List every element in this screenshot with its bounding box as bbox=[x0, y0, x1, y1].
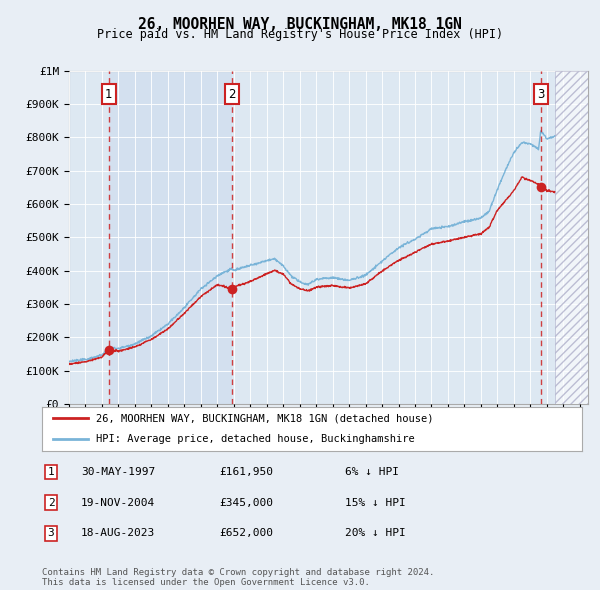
Bar bbox=[109, 71, 232, 404]
Text: £345,000: £345,000 bbox=[219, 498, 273, 507]
Text: 30-MAY-1997: 30-MAY-1997 bbox=[81, 467, 155, 477]
Text: Price paid vs. HM Land Registry's House Price Index (HPI): Price paid vs. HM Land Registry's House … bbox=[97, 28, 503, 41]
Text: 20% ↓ HPI: 20% ↓ HPI bbox=[345, 529, 406, 538]
Text: 6% ↓ HPI: 6% ↓ HPI bbox=[345, 467, 399, 477]
Bar bbox=[555, 71, 588, 404]
Text: 18-AUG-2023: 18-AUG-2023 bbox=[81, 529, 155, 538]
Text: 2: 2 bbox=[47, 498, 55, 507]
Text: 3: 3 bbox=[537, 88, 544, 101]
Text: 15% ↓ HPI: 15% ↓ HPI bbox=[345, 498, 406, 507]
Text: HPI: Average price, detached house, Buckinghamshire: HPI: Average price, detached house, Buck… bbox=[96, 434, 415, 444]
Text: 26, MOORHEN WAY, BUCKINGHAM, MK18 1GN (detached house): 26, MOORHEN WAY, BUCKINGHAM, MK18 1GN (d… bbox=[96, 413, 433, 423]
Text: 1: 1 bbox=[105, 88, 112, 101]
Text: Contains HM Land Registry data © Crown copyright and database right 2024.
This d: Contains HM Land Registry data © Crown c… bbox=[42, 568, 434, 587]
Text: 19-NOV-2004: 19-NOV-2004 bbox=[81, 498, 155, 507]
Text: £652,000: £652,000 bbox=[219, 529, 273, 538]
Text: 26, MOORHEN WAY, BUCKINGHAM, MK18 1GN: 26, MOORHEN WAY, BUCKINGHAM, MK18 1GN bbox=[138, 17, 462, 31]
Text: 2: 2 bbox=[228, 88, 236, 101]
Text: £161,950: £161,950 bbox=[219, 467, 273, 477]
Text: 1: 1 bbox=[47, 467, 55, 477]
Text: 3: 3 bbox=[47, 529, 55, 538]
